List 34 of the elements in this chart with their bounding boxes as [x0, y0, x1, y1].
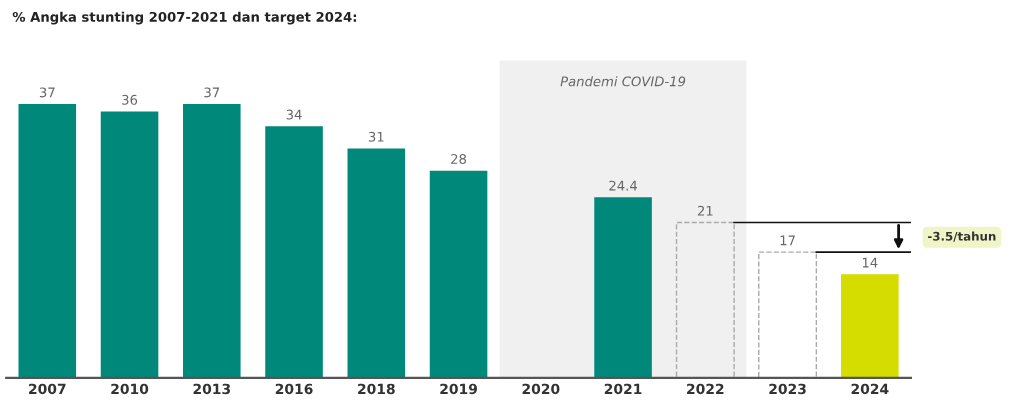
data-label: 28 — [451, 153, 467, 164]
bar — [429, 170, 488, 378]
band-label: Pandemi COVID-19 — [560, 76, 686, 87]
chart-title: % Angka stunting 2007-2021 dan target 2024: — [12, 11, 357, 25]
data-label: 37 — [204, 87, 220, 98]
x-tick-label: 2023 — [769, 383, 806, 395]
bar — [183, 104, 241, 378]
data-label: 21 — [697, 205, 713, 216]
data-label: 36 — [122, 94, 138, 105]
bar — [594, 197, 652, 378]
bar — [758, 251, 818, 378]
x-tick-label: 2019 — [440, 383, 477, 395]
bar — [100, 111, 159, 378]
x-tick-label: 2020 — [522, 383, 560, 395]
x-tick-label: 2013 — [193, 383, 231, 395]
x-tick-label: 2007 — [29, 383, 66, 395]
data-label: 17 — [780, 235, 795, 246]
x-tick-label: 2021 — [604, 383, 642, 395]
bar — [265, 126, 323, 378]
x-tick-label: 2024 — [851, 383, 889, 395]
data-label: 24.4 — [609, 180, 638, 191]
bar — [675, 221, 735, 378]
x-tick-label: 2018 — [358, 383, 395, 395]
bar — [18, 104, 77, 378]
bar — [841, 274, 899, 378]
bar — [347, 148, 406, 378]
data-label: 31 — [368, 131, 384, 142]
x-tick-label: 2016 — [275, 383, 313, 395]
text: -3.5/tahun — [928, 231, 996, 242]
data-label: 14 — [862, 257, 878, 268]
x-tick-label: 2022 — [687, 383, 724, 395]
data-label: 37 — [39, 87, 55, 98]
x-tick-label: 2010 — [111, 383, 149, 395]
data-label: 34 — [286, 109, 302, 120]
